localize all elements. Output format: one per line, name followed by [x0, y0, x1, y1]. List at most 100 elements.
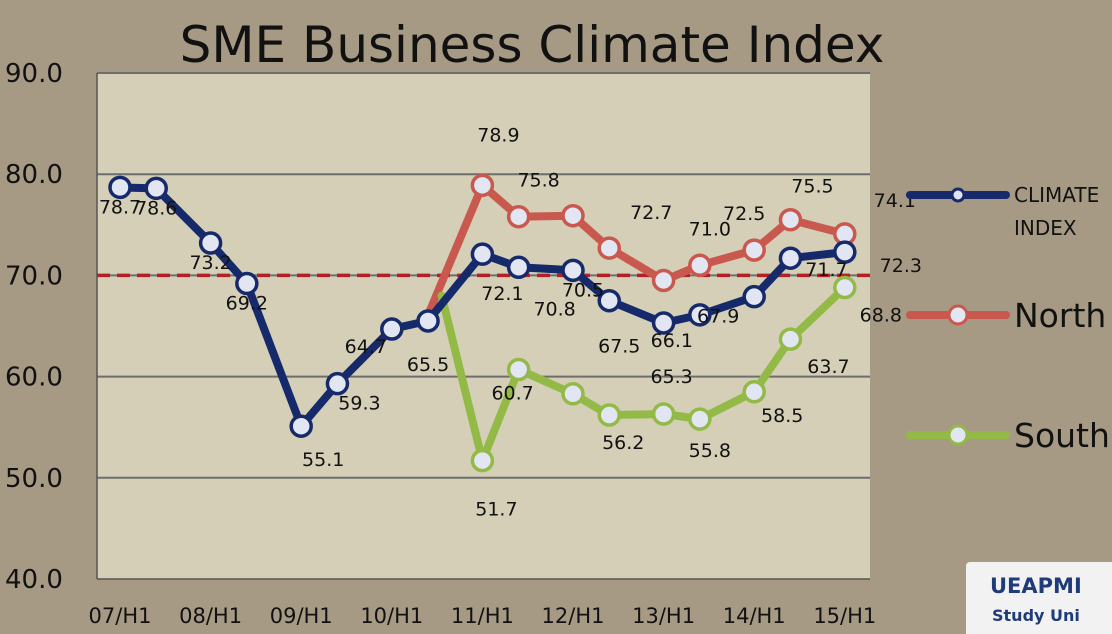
data-label: 71.0: [689, 218, 731, 240]
y-tick-label: 90.0: [5, 59, 63, 89]
legend-label: North: [1014, 296, 1106, 335]
data-label: 58.5: [761, 405, 803, 427]
data-label: 60.7: [491, 383, 533, 405]
data-point: [380, 317, 404, 341]
series-line: [419, 181, 849, 330]
data-label: 68.8: [860, 305, 902, 327]
data-label: 65.3: [650, 366, 692, 388]
data-point: [470, 173, 495, 198]
data-label: 72.5: [723, 203, 765, 225]
data-label: 65.5: [407, 354, 449, 376]
data-label: 74.1: [874, 190, 916, 212]
series-climate-index: [108, 175, 857, 438]
x-tick-label: 08/H1: [179, 604, 242, 628]
data-label: 66.1: [651, 330, 693, 352]
legend-label: INDEX: [1014, 216, 1077, 240]
data-label: 72.3: [880, 255, 922, 277]
series-north: [419, 173, 857, 330]
data-point: [597, 288, 621, 313]
x-tick-label: 12/H1: [542, 604, 605, 628]
data-label: 69.2: [226, 292, 268, 314]
data-point: [833, 275, 857, 300]
data-label: 78.6: [135, 197, 177, 219]
y-tick-label: 60.0: [5, 363, 63, 393]
legend-item: South: [906, 416, 1110, 455]
legend-label: South: [1014, 416, 1110, 455]
data-label: 78.7: [99, 196, 141, 218]
legend-item: CLIMATE INDEX: [906, 183, 1099, 240]
data-point: [651, 268, 676, 293]
data-point: [289, 414, 313, 438]
data-point: [651, 311, 676, 335]
legend-item: North: [906, 296, 1106, 335]
data-point: [506, 255, 531, 280]
data-point: [778, 327, 803, 351]
data-label: 75.8: [517, 170, 559, 192]
data-label: 73.2: [189, 252, 231, 274]
data-point: [742, 380, 766, 404]
data-point: [688, 253, 712, 278]
watermark-logo: UEAPMI Study Uni: [966, 562, 1112, 634]
data-point: [742, 238, 766, 262]
data-point: [198, 231, 223, 255]
data-label: 67.5: [598, 336, 640, 358]
data-point: [470, 448, 495, 473]
data-point: [561, 203, 585, 228]
data-label: 72.7: [630, 202, 672, 224]
data-point: [597, 403, 621, 427]
data-point: [688, 407, 712, 431]
data-label: 55.8: [689, 440, 731, 462]
data-label: 70.8: [533, 298, 575, 320]
legend-marker: [950, 187, 966, 203]
legend-label: CLIMATE: [1014, 183, 1099, 207]
data-point: [470, 242, 495, 266]
series-line: [437, 283, 849, 465]
x-tick-label: 15/H1: [813, 604, 876, 628]
data-point: [688, 303, 712, 327]
x-tick-label: 09/H1: [270, 604, 333, 628]
legend: CLIMATE INDEX North South: [906, 183, 1110, 455]
data-label: 63.7: [807, 356, 849, 378]
data-point: [561, 258, 585, 283]
x-tick-label: 07/H1: [89, 604, 152, 628]
data-label: 72.1: [481, 283, 523, 305]
y-tick-label: 50.0: [5, 464, 63, 494]
data-label: 64.7: [345, 336, 387, 358]
data-label: 67.9: [697, 306, 739, 328]
data-label: 56.2: [602, 432, 644, 454]
data-point: [325, 371, 350, 396]
series-south: [437, 275, 857, 473]
data-label: 51.7: [475, 499, 517, 521]
logo-subtext: Study Uni: [992, 606, 1080, 625]
data-point: [597, 236, 621, 260]
data-point: [235, 271, 259, 296]
data-label: 78.9: [477, 124, 519, 146]
data-point: [416, 309, 440, 333]
data-point: [651, 402, 676, 426]
legend-marker: [947, 424, 969, 446]
data-point: [108, 175, 132, 200]
x-tick-label: 11/H1: [451, 604, 514, 628]
y-tick-label: 40.0: [5, 565, 63, 595]
x-tick-label: 10/H1: [360, 604, 423, 628]
legend-marker: [947, 304, 969, 326]
x-tick-label: 14/H1: [723, 604, 786, 628]
data-label: 70.5: [562, 279, 604, 301]
data-point: [144, 176, 168, 201]
chart-title: SME Business Climate Index: [180, 16, 885, 74]
data-point: [506, 204, 531, 229]
axes: 40.0 50.0 60.0 70.0 80.0 90.0 07/H1 08/H1 09/H1 1…: [5, 59, 876, 628]
x-tick-label: 13/H1: [632, 604, 695, 628]
data-labels: 78.778.6 73.2 69.2 55.1 59.3 64.7 65.5 72.1 70.8…: [99, 124, 922, 520]
data-point: [561, 382, 585, 406]
data-point: [833, 240, 857, 264]
data-point: [742, 284, 766, 309]
y-tick-label: 80.0: [5, 160, 63, 190]
series-layer: [108, 173, 857, 473]
data-label: 75.5: [791, 176, 833, 198]
y-tick-label: 70.0: [5, 261, 63, 291]
data-label: 59.3: [338, 393, 380, 415]
data-point: [778, 246, 803, 270]
data-point: [506, 357, 531, 382]
